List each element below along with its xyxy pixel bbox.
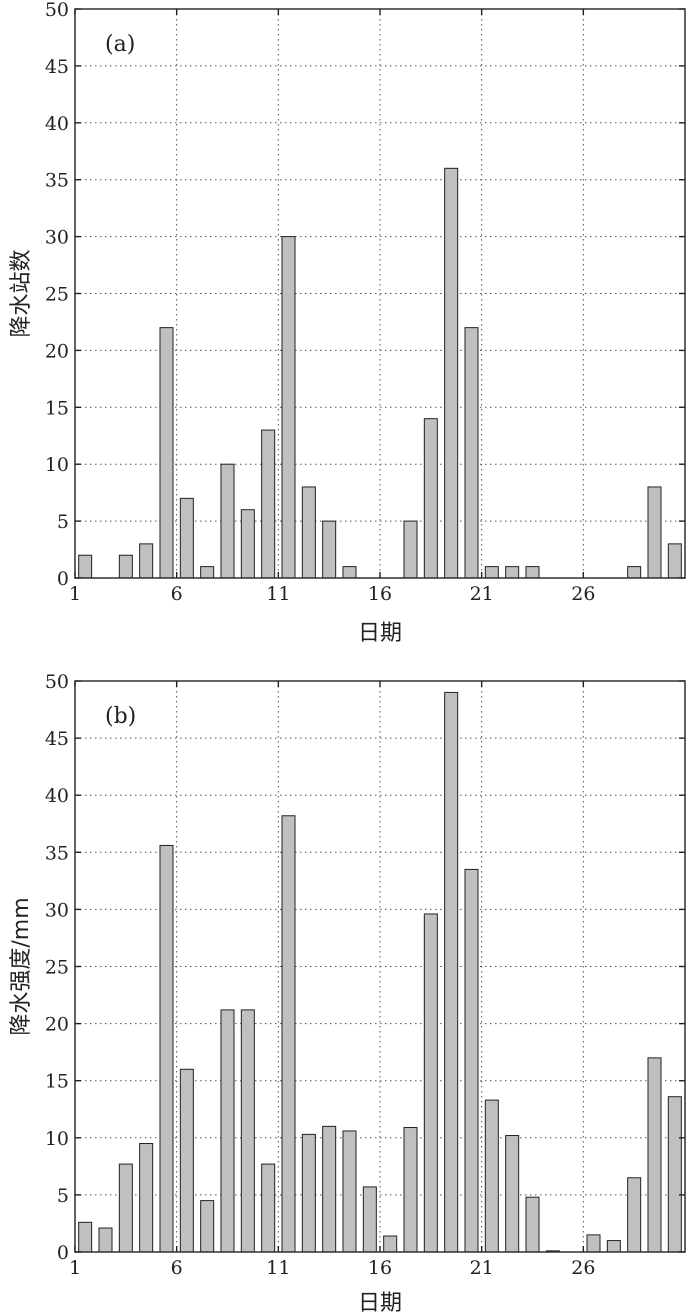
bar <box>362 1186 377 1253</box>
bar <box>342 1130 357 1253</box>
bar <box>647 1057 662 1253</box>
bar <box>200 1200 215 1253</box>
bar <box>301 486 316 579</box>
bar <box>403 1127 418 1253</box>
bar <box>606 1240 621 1253</box>
panel-label: (b) <box>105 704 136 729</box>
bar <box>423 418 438 579</box>
x-tick-label: 6 <box>171 1257 183 1279</box>
y-tick-label: 45 <box>45 728 69 750</box>
bar <box>667 1096 682 1253</box>
bar <box>484 566 499 579</box>
y-tick-label: 25 <box>45 957 69 979</box>
y-tick-label: 0 <box>57 568 69 590</box>
bar <box>464 327 479 579</box>
x-tick-label: 21 <box>470 583 494 605</box>
bar <box>525 1196 540 1253</box>
bar <box>159 844 174 1253</box>
y-tick-label: 5 <box>57 511 69 533</box>
x-tick-label: 6 <box>171 583 183 605</box>
x-tick-label: 16 <box>368 583 392 605</box>
y-tick-label: 20 <box>45 340 69 362</box>
y-tick-label: 15 <box>45 1071 69 1093</box>
y-tick-label: 10 <box>45 1128 69 1150</box>
y-axis-label: 降水强度/mm <box>9 897 34 1035</box>
x-tick-label: 16 <box>368 1257 392 1279</box>
bar <box>98 1227 113 1253</box>
bar <box>139 1143 154 1253</box>
x-tick-label: 26 <box>571 1257 595 1279</box>
y-tick-label: 35 <box>45 170 69 192</box>
bar <box>261 1163 276 1253</box>
bar <box>464 868 479 1253</box>
bar <box>240 509 255 579</box>
y-axis-label: 降水站数 <box>9 249 34 337</box>
bar <box>78 554 93 579</box>
bar <box>200 566 215 579</box>
bar <box>444 167 459 579</box>
y-tick-label: 50 <box>45 671 69 693</box>
bar <box>403 520 418 579</box>
bar <box>78 1221 93 1253</box>
bar <box>240 1009 255 1253</box>
bar <box>281 815 296 1253</box>
y-tick-label: 25 <box>45 284 69 306</box>
x-axis-label: 日期 <box>358 1291 402 1316</box>
x-tick-label: 11 <box>266 1257 290 1279</box>
y-tick-label: 30 <box>45 227 69 249</box>
bar <box>444 691 459 1253</box>
bar <box>118 554 133 579</box>
y-tick-label: 35 <box>45 842 69 864</box>
bar <box>159 327 174 579</box>
y-tick-label: 10 <box>45 454 69 476</box>
bar <box>423 913 438 1253</box>
bar <box>505 566 520 579</box>
bar <box>139 543 154 579</box>
bar <box>586 1234 601 1253</box>
bar <box>667 543 682 579</box>
bar <box>220 463 235 579</box>
bar <box>383 1235 398 1253</box>
y-tick-label: 0 <box>57 1242 69 1264</box>
x-axis-label: 日期 <box>358 621 402 646</box>
bar <box>322 1125 337 1253</box>
bar <box>322 520 337 579</box>
y-tick-label: 40 <box>45 113 69 135</box>
bar <box>261 429 276 579</box>
panel-label: (a) <box>105 32 135 57</box>
x-tick-label: 11 <box>266 583 290 605</box>
bar <box>179 497 194 579</box>
bar <box>179 1068 194 1253</box>
bar <box>342 566 357 579</box>
bar <box>627 1177 642 1253</box>
x-tick-label: 1 <box>69 1257 81 1279</box>
bar <box>627 566 642 579</box>
bar <box>220 1009 235 1253</box>
bar <box>484 1099 499 1253</box>
x-tick-label: 21 <box>470 1257 494 1279</box>
y-tick-label: 20 <box>45 1014 69 1036</box>
y-tick-label: 40 <box>45 785 69 807</box>
bar <box>647 486 662 579</box>
bar <box>301 1133 316 1253</box>
y-tick-label: 50 <box>45 0 69 21</box>
y-tick-label: 15 <box>45 397 69 419</box>
y-tick-label: 45 <box>45 56 69 78</box>
bar <box>505 1135 520 1253</box>
y-tick-label: 30 <box>45 899 69 921</box>
x-tick-label: 1 <box>69 583 81 605</box>
y-tick-label: 5 <box>57 1185 69 1207</box>
x-tick-label: 26 <box>571 583 595 605</box>
bar <box>525 566 540 579</box>
bar <box>281 236 296 579</box>
bar <box>118 1163 133 1253</box>
